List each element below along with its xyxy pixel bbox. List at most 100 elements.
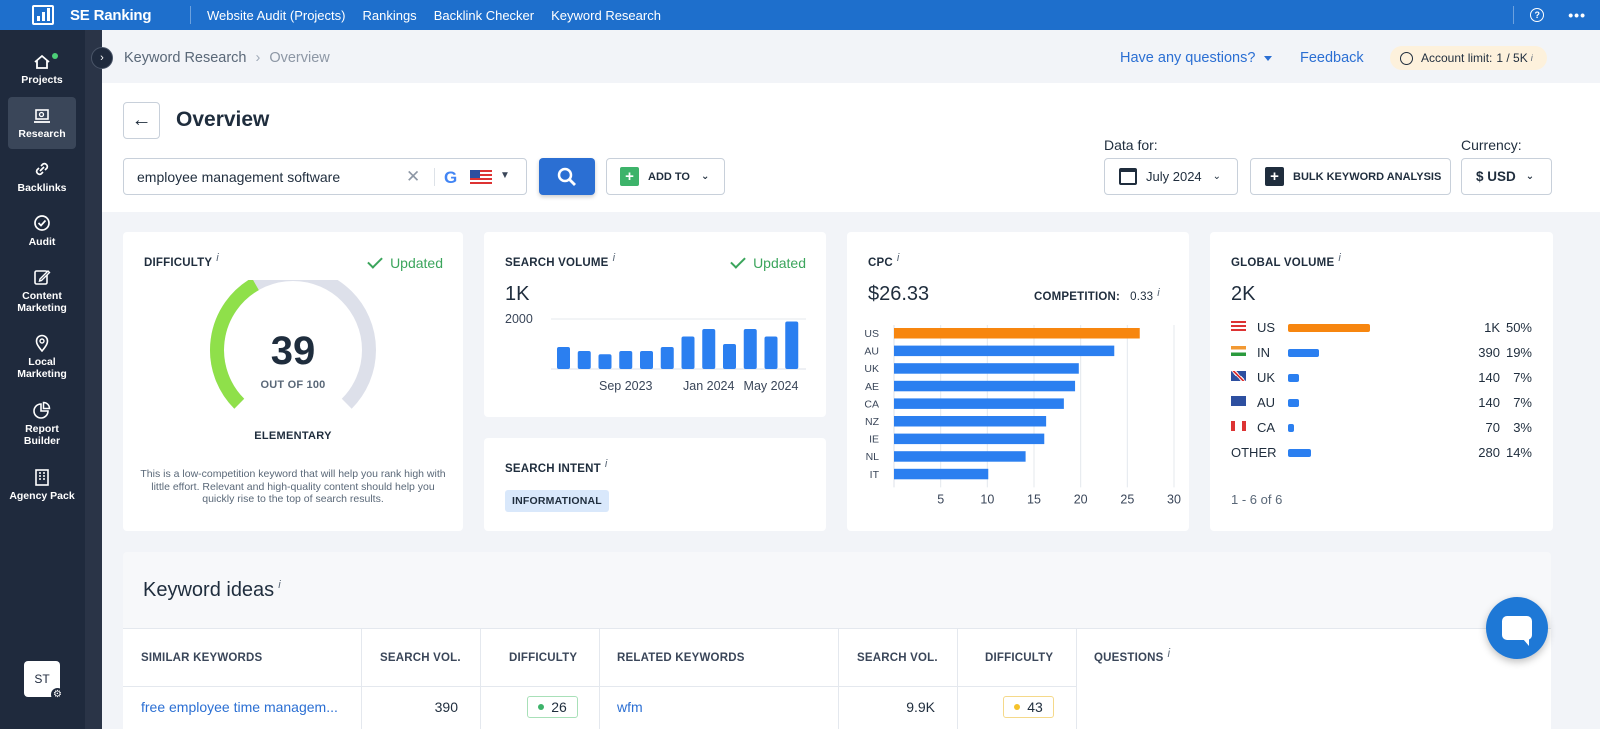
- competition-value: 0.33: [1130, 291, 1154, 303]
- volume-bar[interactable]: [723, 344, 736, 369]
- google-icon[interactable]: G: [444, 168, 458, 187]
- search-intent-card: SEARCH INTENT i INFORMATIONAL: [484, 438, 826, 531]
- bulk-keyword-analysis-button[interactable]: + BULK KEYWORD ANALYSIS: [1250, 158, 1451, 195]
- sidebar-item-local-marketing[interactable]: Local Marketing: [8, 334, 76, 386]
- top-bar: SE Ranking Website Audit (Projects) Rank…: [0, 0, 1600, 30]
- cpc-bar[interactable]: [894, 345, 1115, 357]
- info-icon[interactable]: i: [604, 458, 608, 470]
- info-icon[interactable]: i: [1530, 53, 1533, 63]
- volume-bar[interactable]: [743, 329, 757, 369]
- volume-bar[interactable]: [598, 354, 612, 369]
- info-icon[interactable]: i: [278, 579, 281, 591]
- volume-bar[interactable]: [681, 336, 695, 370]
- gauge-icon: [1400, 51, 1413, 65]
- close-icon[interactable]: ✕: [406, 167, 421, 186]
- check-circle-icon: [34, 215, 50, 231]
- gear-icon[interactable]: ⚙: [51, 688, 64, 701]
- info-icon[interactable]: i: [1157, 287, 1160, 299]
- volume-share-bar: [1288, 349, 1320, 357]
- date-select[interactable]: July 2024 ⌄: [1104, 158, 1238, 195]
- volume-bar[interactable]: [764, 336, 778, 370]
- us-flag-icon[interactable]: [470, 170, 492, 184]
- feedback-link[interactable]: Feedback: [1300, 50, 1364, 66]
- sidebar-item-projects[interactable]: Projects: [8, 48, 76, 90]
- global-volume-row: OTHER 280 14%: [1210, 445, 1553, 461]
- topnav-rankings[interactable]: Rankings: [362, 7, 417, 23]
- cpc-bar[interactable]: [894, 380, 1076, 392]
- calendar-icon: [1119, 168, 1137, 185]
- volume-bar[interactable]: [660, 347, 674, 369]
- currency-select[interactable]: $ USD ⌄: [1461, 158, 1552, 195]
- avatar[interactable]: ST ⚙: [24, 661, 64, 701]
- sidebar-item-content-marketing[interactable]: Content Marketing: [8, 268, 76, 320]
- topnav-backlink-checker[interactable]: Backlink Checker: [433, 7, 535, 23]
- cpc-bar[interactable]: [894, 363, 1079, 374]
- y-tick-label: NL: [866, 451, 880, 463]
- notification-dot: [52, 53, 58, 59]
- sidebar-item-report-builder[interactable]: Report Builder: [8, 401, 76, 453]
- sidebar-item-audit[interactable]: Audit: [8, 214, 76, 254]
- column-header-similar[interactable]: SIMILAR KEYWORDS: [141, 652, 263, 664]
- chevron-down-icon[interactable]: ▼: [500, 170, 510, 181]
- add-to-button[interactable]: + ADD TO ⌄: [606, 158, 725, 195]
- sidebar-item-research[interactable]: Research: [8, 97, 76, 149]
- volume-bar[interactable]: [702, 329, 716, 369]
- cpc-chart: 5 10 15 20 25 30 US AU UK AE CA NZ IE NL IT: [864, 325, 1181, 506]
- back-button[interactable]: ←: [123, 102, 160, 139]
- sidebar-toggle-button[interactable]: ›: [91, 47, 113, 69]
- questions-dropdown[interactable]: Have any questions?: [1120, 50, 1273, 66]
- chat-button[interactable]: [1486, 597, 1548, 659]
- column-header-questions[interactable]: QUESTIONS i: [1094, 648, 1171, 664]
- difficulty-level: ELEMENTARY: [254, 430, 332, 442]
- sidebar-item-backlinks[interactable]: Backlinks: [8, 160, 76, 200]
- similar-keyword-volume: 390: [434, 699, 458, 715]
- info-icon[interactable]: i: [1338, 252, 1341, 264]
- country-percent: 14%: [1505, 445, 1532, 460]
- topnav-website-audit[interactable]: Website Audit (Projects): [207, 7, 346, 23]
- search-input[interactable]: [124, 159, 402, 194]
- cpc-bar[interactable]: [894, 433, 1045, 445]
- breadcrumb: Keyword Research › Overview: [124, 50, 330, 66]
- volume-bar[interactable]: [557, 347, 570, 369]
- questions-label: Have any questions?: [1120, 50, 1256, 66]
- more-options-icon[interactable]: •••: [1568, 7, 1586, 23]
- y-tick-label: US: [864, 328, 879, 340]
- breadcrumb-parent[interactable]: Keyword Research: [124, 50, 247, 66]
- cpc-bar[interactable]: [894, 451, 1026, 462]
- volume-bar[interactable]: [577, 351, 591, 369]
- difficulty-title: DIFFICULTY i: [144, 252, 219, 269]
- volume-bar[interactable]: [785, 321, 799, 370]
- updated-status: Updated: [730, 253, 806, 271]
- sidebar-item-agency-pack[interactable]: Agency Pack: [8, 468, 76, 520]
- column-header-related[interactable]: RELATED KEYWORDS: [617, 652, 745, 664]
- cpc-bar[interactable]: [894, 468, 989, 480]
- global-volume-card: GLOBAL VOLUME i 2K US 1K 50% IN 390 19% UK 140 7%…: [1210, 232, 1553, 531]
- sidebar-label: Audit: [28, 236, 56, 248]
- cpc-bar[interactable]: [894, 398, 1064, 409]
- topnav-keyword-research[interactable]: Keyword Research: [551, 7, 661, 23]
- cpc-bar[interactable]: [894, 416, 1047, 427]
- column-header-volume[interactable]: SEARCH VOL.: [380, 652, 461, 664]
- global-volume-title: GLOBAL VOLUME i: [1231, 252, 1341, 269]
- global-volume-row: CA 70 3%: [1210, 420, 1553, 436]
- related-keyword-link[interactable]: wfm: [617, 699, 643, 715]
- info-icon[interactable]: i: [216, 252, 219, 264]
- info-icon[interactable]: i: [1167, 648, 1171, 660]
- info-icon[interactable]: i: [612, 252, 616, 264]
- info-icon[interactable]: i: [896, 252, 900, 264]
- search-intent-title: SEARCH INTENT i: [505, 458, 608, 475]
- column-header-difficulty[interactable]: DIFFICULTY: [509, 652, 578, 664]
- help-icon[interactable]: ?: [1530, 8, 1545, 22]
- column-header-volume[interactable]: SEARCH VOL.: [857, 652, 938, 664]
- logo[interactable]: SE Ranking: [0, 5, 190, 25]
- date-value: July 2024: [1146, 169, 1202, 184]
- country-volume: 1K: [1484, 320, 1500, 335]
- similar-keyword-link[interactable]: free employee time managem...: [141, 699, 338, 715]
- cpc-bar[interactable]: [894, 328, 1140, 339]
- similar-keyword-difficulty: 26: [527, 696, 578, 718]
- search-button[interactable]: [539, 158, 595, 195]
- column-header-difficulty[interactable]: DIFFICULTY: [985, 652, 1054, 664]
- volume-bar[interactable]: [619, 351, 633, 369]
- account-limit-badge[interactable]: Account limit: 1 / 5K i: [1390, 46, 1547, 70]
- volume-bar[interactable]: [640, 351, 653, 369]
